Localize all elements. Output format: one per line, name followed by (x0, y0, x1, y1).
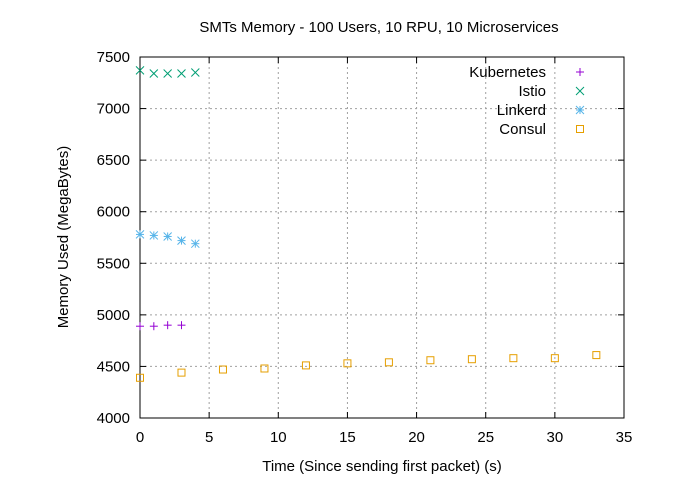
axis-ticks: 0 5 10 15 20 25 30 35 4000 4500 5000 5500 6000 6500 70… (97, 49, 633, 446)
x-tick-label: 10 (270, 429, 287, 446)
istio-data-point (149, 69, 159, 78)
consul-data-point (550, 354, 559, 363)
grid-lines (140, 57, 624, 418)
data-points (135, 66, 601, 382)
consul-data-point (467, 355, 476, 364)
consul-data-point (301, 361, 310, 370)
kubernetes-data-point (163, 321, 172, 330)
linkerd-data-point (149, 231, 159, 240)
legend: Kubernetes Istio Linkerd Consul (469, 64, 585, 138)
x-tick-label: 0 (136, 429, 144, 446)
y-tick-label: 7000 (97, 101, 130, 118)
consul-data-point (343, 359, 352, 368)
x-tick-label: 20 (408, 429, 425, 446)
linkerd-data-point (190, 239, 200, 249)
y-tick-label: 6500 (97, 152, 130, 169)
y-tick-label: 7500 (97, 49, 130, 66)
x-tick-label: 30 (547, 429, 564, 446)
y-tick-label: 5500 (97, 255, 130, 272)
legend-marker-kubernetes (576, 68, 584, 76)
legend-label-istio: Istio (518, 83, 546, 100)
legend-label-linkerd: Linkerd (497, 102, 546, 119)
legend-marker-consul (576, 125, 584, 133)
kubernetes-data-point (136, 322, 144, 331)
istio-data-point (163, 69, 173, 78)
legend-label-kubernetes: Kubernetes (469, 64, 546, 81)
x-tick-label: 15 (339, 429, 356, 446)
consul-data-point (136, 373, 144, 382)
y-tick-label: 4000 (97, 410, 130, 427)
consul-data-point (592, 351, 601, 360)
x-tick-label: 5 (205, 429, 213, 446)
y-tick-label: 6000 (97, 204, 130, 221)
consul-data-point (218, 365, 227, 374)
istio-data-point (135, 66, 145, 75)
kubernetes-data-point (177, 321, 186, 330)
consul-data-point (384, 358, 393, 367)
x-tick-label: 25 (477, 429, 494, 446)
linkerd-data-point (163, 232, 173, 241)
chart-title: SMTs Memory - 100 Users, 10 RPU, 10 Micr… (199, 19, 558, 36)
consul-data-point (509, 354, 518, 363)
consul-data-point (177, 368, 186, 377)
legend-marker-istio (575, 86, 585, 96)
legend-marker-linkerd (575, 105, 585, 115)
y-tick-label: 5000 (97, 307, 130, 324)
istio-data-point (177, 69, 186, 78)
linkerd-data-point (177, 236, 186, 245)
y-tick-label: 4500 (97, 358, 130, 375)
plot-frame (139, 56, 625, 419)
x-tick-label: 35 (616, 429, 633, 446)
kubernetes-data-point (149, 322, 158, 331)
legend-label-consul: Consul (499, 121, 546, 138)
x-axis-label: Time (Since sending first packet) (s) (262, 458, 502, 475)
istio-data-point (190, 68, 200, 77)
consul-data-point (426, 356, 435, 365)
consul-data-point (260, 364, 269, 373)
y-axis-label: Memory Used (MegaBytes) (55, 146, 72, 329)
linkerd-data-point (135, 230, 145, 239)
